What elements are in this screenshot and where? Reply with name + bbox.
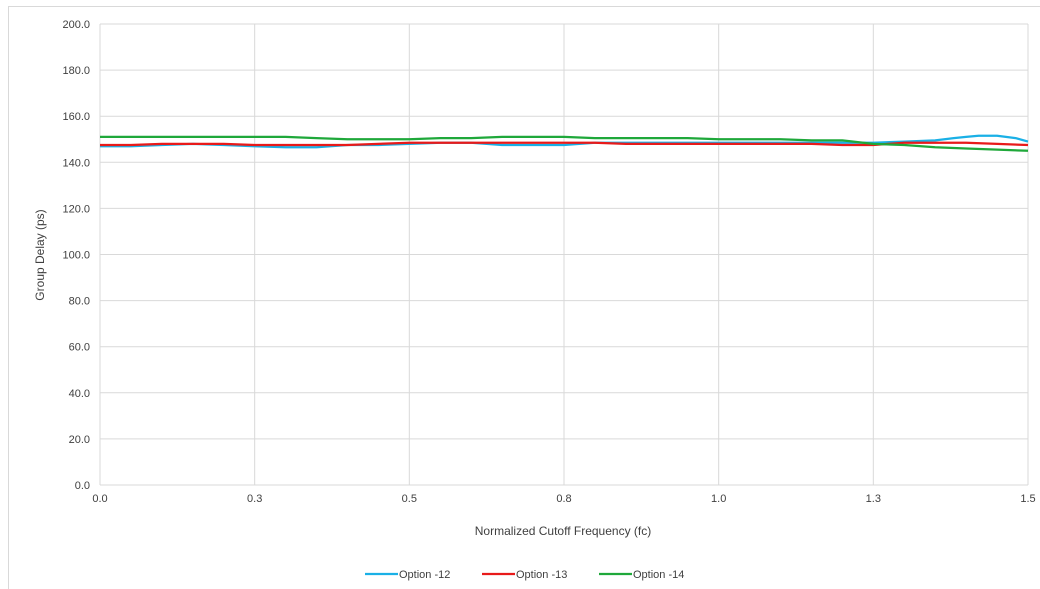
- x-tick-label: 0.8: [556, 493, 571, 505]
- x-axis-ticks: 0.0 0.3 0.5 0.8 1.0 1.3 1.5: [92, 493, 1035, 505]
- y-tick-label: 160.0: [62, 111, 90, 123]
- gridlines: [99, 23, 1029, 486]
- y-axis-ticks: 0.0 20.0 40.0 60.0 80.0 100.0 120.0 140.0 160.0 1…: [62, 19, 90, 492]
- y-tick-label: 60.0: [69, 342, 90, 354]
- y-tick-label: 80.0: [69, 296, 90, 308]
- legend: Option -12 Option -13 Option -14: [365, 569, 684, 581]
- legend-item: Option -13: [482, 569, 567, 581]
- y-tick-label: 100.0: [62, 250, 90, 262]
- x-tick-label: 0.3: [247, 493, 262, 505]
- x-tick-label: 0.0: [92, 493, 107, 505]
- legend-label: Option -12: [399, 569, 450, 581]
- y-tick-label: 40.0: [69, 388, 90, 400]
- legend-item: Option -12: [365, 569, 450, 581]
- x-axis-title: Normalized Cutoff Frequency (fc): [475, 524, 652, 538]
- x-tick-label: 0.5: [402, 493, 417, 505]
- y-tick-label: 180.0: [62, 65, 90, 77]
- y-tick-label: 140.0: [62, 157, 90, 169]
- y-tick-label: 0.0: [75, 480, 90, 492]
- legend-item: Option -14: [599, 569, 684, 581]
- series-lines: [100, 134, 1029, 152]
- y-tick-label: 200.0: [62, 19, 90, 31]
- chart-frame: [8, 6, 1040, 589]
- x-tick-label: 1.5: [1020, 493, 1035, 505]
- y-tick-label: 20.0: [69, 434, 90, 446]
- y-axis-title: Group Delay (ps): [33, 209, 47, 300]
- x-tick-label: 1.3: [866, 493, 881, 505]
- legend-label: Option -13: [516, 569, 567, 581]
- x-tick-label: 1.0: [711, 493, 726, 505]
- series-line-option-14: [100, 135, 1029, 152]
- legend-label: Option -14: [633, 569, 684, 581]
- y-tick-label: 120.0: [62, 203, 90, 215]
